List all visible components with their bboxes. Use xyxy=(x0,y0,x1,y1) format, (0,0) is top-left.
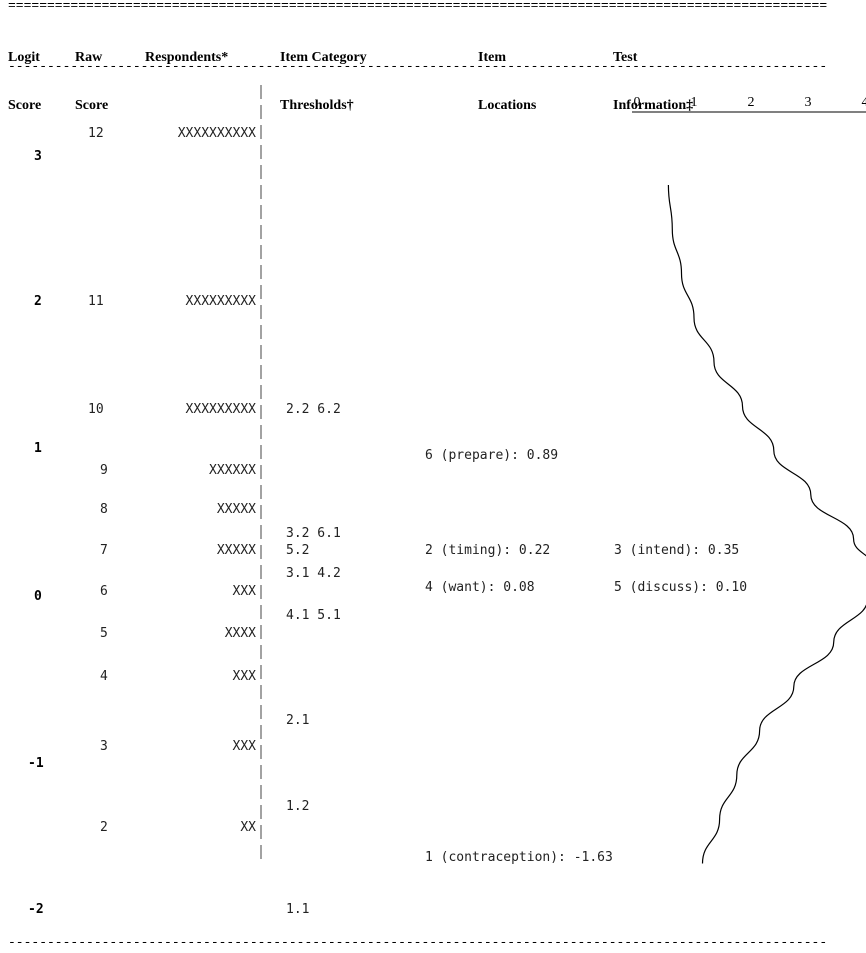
respondents-count: XXXXXXXXX xyxy=(185,294,256,309)
header-col-thresholds-line1: Item Category xyxy=(280,50,367,65)
header-bottom-rule: ----------------------------------------… xyxy=(8,62,828,72)
respondents-count: XX xyxy=(240,820,256,835)
respondents-count: XXXXXXXXXX xyxy=(177,126,256,141)
raw-score: 2 xyxy=(100,820,108,835)
logit-label: -2 xyxy=(28,902,44,917)
raw-score: 8 xyxy=(100,502,108,517)
raw-score: 9 xyxy=(100,463,108,478)
header-col-test-info-line2: Information‡ xyxy=(613,98,694,113)
test-info-tick-label: 4 xyxy=(862,95,866,110)
raw-score: 10 xyxy=(88,402,104,417)
raw-score: 3 xyxy=(100,739,108,754)
respondents-count: XXXX xyxy=(224,626,256,641)
logit-label: 2 xyxy=(34,294,42,309)
header-col-raw-line1: Raw xyxy=(75,50,103,65)
raw-score: 7 xyxy=(100,543,108,558)
raw-score: 11 xyxy=(88,294,104,309)
header-col-test-info: Test Information‡ xyxy=(613,18,693,130)
threshold-label: 2.2 6.2 xyxy=(286,402,341,417)
item-location: 2 (timing): 0.22 xyxy=(425,543,551,558)
header-col-logit-line1: Logit xyxy=(8,50,40,65)
threshold-label: 1.1 xyxy=(286,902,310,917)
test-info-tick-label: 3 xyxy=(805,95,812,110)
header-col-thresholds: Item Category Thresholds† xyxy=(280,18,367,130)
header-col-logit: Logit Score xyxy=(8,18,41,130)
respondents-count: XXXXXXXXX xyxy=(185,402,256,417)
respondents-count: XXXXX xyxy=(216,502,256,517)
threshold-label: 3.2 6.1 xyxy=(286,526,341,541)
test-info-curve xyxy=(667,184,866,864)
threshold-label: 4.1 5.1 xyxy=(286,608,341,623)
footer-rule: ----------------------------------------… xyxy=(8,938,828,948)
raw-score: 12 xyxy=(88,126,104,141)
raw-score: 5 xyxy=(100,626,108,641)
threshold-label: 2.1 xyxy=(286,713,310,728)
respondents-count: XXX xyxy=(232,739,256,754)
threshold-label: 1.2 xyxy=(286,799,310,814)
header-col-thresholds-line2: Thresholds† xyxy=(280,98,354,113)
header-col-respondents: Respondents* xyxy=(145,18,228,82)
logit-label: 3 xyxy=(34,149,42,164)
respondents-count: XXX xyxy=(232,669,256,684)
header-col-test-info-line1: Test xyxy=(613,50,638,65)
threshold-label: 3.1 4.2 xyxy=(286,566,341,581)
header-col-item-locations-line1: Item xyxy=(478,50,506,65)
raw-score: 4 xyxy=(100,669,108,684)
respondents-count: XXXXX xyxy=(216,543,256,558)
test-info-tick-label: 0 xyxy=(634,95,641,110)
header-col-logit-line2: Score xyxy=(8,98,42,113)
header-col-raw-line2: Score xyxy=(75,98,109,113)
header-col-item-locations-line2: Locations xyxy=(478,98,537,113)
person-item-separator xyxy=(260,85,262,860)
header-col-item-locations: Item Locations xyxy=(478,18,536,130)
item-location: 3 (intend): 0.35 xyxy=(614,543,740,558)
header-top-rule: ========================================… xyxy=(8,1,828,11)
header-col-respondents-line1: Respondents* xyxy=(145,50,229,65)
test-information-chart: 0 1 2 3 4 xyxy=(632,95,866,864)
item-location: 5 (discuss): 0.10 xyxy=(614,580,748,595)
logit-label: 1 xyxy=(34,441,42,456)
header-col-raw: Raw Score xyxy=(75,18,108,130)
respondents-count: XXX xyxy=(232,584,256,599)
logit-label: 0 xyxy=(34,589,42,604)
threshold-label: 5.2 xyxy=(286,543,310,558)
raw-score: 6 xyxy=(100,584,108,599)
respondents-count: XXXXXX xyxy=(209,463,256,478)
logit-label: -1 xyxy=(28,756,44,771)
test-info-tick-label: 2 xyxy=(748,95,755,110)
item-location: 1 (contraception): -1.63 xyxy=(425,850,613,865)
item-location: 4 (want): 0.08 xyxy=(425,580,535,595)
test-info-tick-label: 1 xyxy=(691,95,698,110)
item-location: 6 (prepare): 0.89 xyxy=(425,448,559,463)
